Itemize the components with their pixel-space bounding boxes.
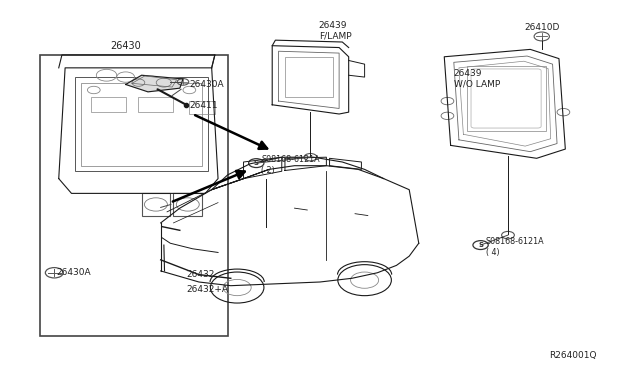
- Text: S: S: [254, 160, 259, 166]
- Bar: [75, 77, 209, 171]
- Text: S08168-6121A
( 2): S08168-6121A ( 2): [261, 154, 320, 174]
- Bar: [285, 57, 333, 97]
- Text: 26439
W/O LAMP: 26439 W/O LAMP: [454, 69, 500, 89]
- Text: 26439
F/LAMP: 26439 F/LAMP: [319, 21, 351, 41]
- Text: S: S: [478, 242, 483, 248]
- Bar: [467, 66, 546, 131]
- Bar: [138, 97, 173, 112]
- Bar: [91, 97, 125, 112]
- Text: 26430: 26430: [110, 41, 141, 51]
- Bar: [40, 55, 228, 336]
- Text: 26430A: 26430A: [56, 268, 91, 277]
- Bar: [189, 101, 215, 114]
- Text: S08168-6121A
( 4): S08168-6121A ( 4): [486, 237, 544, 257]
- Text: 26432+A: 26432+A: [186, 285, 228, 294]
- Text: 26432: 26432: [186, 270, 214, 279]
- Bar: [173, 193, 202, 215]
- Text: R264001Q: R264001Q: [549, 350, 597, 360]
- Text: 26411: 26411: [189, 101, 218, 110]
- Polygon shape: [125, 75, 183, 92]
- Bar: [141, 193, 170, 215]
- Bar: [81, 83, 202, 166]
- Text: 26410D: 26410D: [524, 23, 559, 32]
- Text: 26430A: 26430A: [189, 80, 224, 89]
